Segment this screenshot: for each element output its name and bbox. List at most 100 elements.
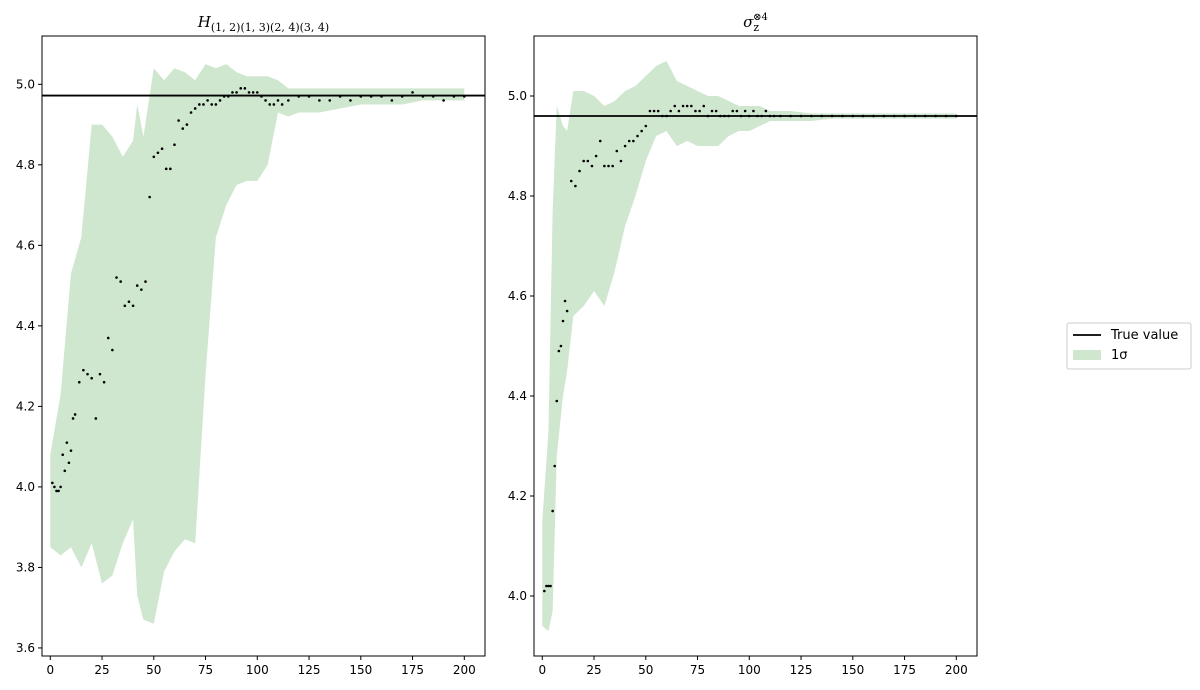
chart0-estimate-point (67, 461, 71, 465)
chart1-x-tick-label: 100 (738, 663, 761, 677)
chart0-estimate-point (452, 95, 456, 98)
chart0-x-tick-label: 0 (46, 663, 54, 677)
chart0-estimate-point (349, 99, 352, 102)
chart1-y-tick-label: 4.8 (508, 189, 527, 203)
chart0-x-tick-label: 125 (298, 663, 321, 677)
chart1-estimate-point (586, 159, 590, 163)
chart1-estimate-point (735, 109, 739, 113)
chart0-estimate-point (369, 95, 373, 98)
chart1-estimate-point (607, 164, 610, 168)
chart0-estimate-point (287, 99, 290, 102)
chart0-estimate-point (206, 99, 209, 102)
chart1-estimate-point (743, 109, 747, 113)
chart1-estimate-point (694, 109, 697, 113)
chart1-estimate-point (861, 114, 865, 118)
chart1-estimate-point (563, 299, 567, 303)
chart0-estimate-point (82, 368, 85, 372)
chart1-estimate-point (640, 129, 643, 133)
chart1-estimate-point (698, 109, 701, 113)
chart1-estimate-point (559, 344, 563, 348)
chart0-estimate-point (421, 95, 425, 98)
chart1-estimate-point (561, 319, 565, 323)
chart0-y-tick-label: 4.0 (16, 480, 35, 494)
chart1-estimate-point (582, 159, 585, 163)
chart0-estimate-point (148, 195, 151, 199)
chart0-y-tick-label: 4.2 (16, 399, 35, 413)
chart0-estimate-point (51, 481, 54, 485)
chart1-estimate-point (934, 114, 937, 118)
chart0-estimate-point (77, 380, 81, 384)
chart0-estimate-point (53, 485, 56, 489)
chart0-title: H(1, 2)(1, 3)(2, 4)(3, 4) (197, 13, 329, 34)
chart1-x-tick-label: 200 (945, 663, 968, 677)
chart1-estimate-point (578, 169, 581, 173)
chart0-estimate-point (169, 167, 172, 171)
chart0-estimate-point (57, 489, 60, 493)
chart0-estimate-point (272, 103, 276, 106)
chart0-estimate-point (119, 280, 122, 283)
chart0-estimate-point (255, 91, 259, 94)
chart0-estimate-point (181, 127, 185, 130)
chart0-y-tick-label: 3.6 (16, 641, 35, 655)
chart1-estimate-point (830, 114, 834, 118)
chart0-estimate-point (106, 336, 110, 340)
chart0-estimate-point (218, 99, 222, 102)
chart0-estimate-point (152, 155, 156, 159)
chart1-estimate-point (752, 109, 755, 113)
chart0-estimate-point (115, 276, 118, 279)
chart1-estimate-point (727, 114, 730, 118)
chart0-estimate-point (247, 91, 251, 94)
chart1-estimate-point (565, 309, 569, 313)
chart1-estimate-point (719, 114, 722, 118)
chart1-x-tick-label: 50 (638, 663, 653, 677)
chart1-estimate-point (603, 164, 606, 168)
chart1-estimate-point (549, 584, 552, 588)
chart0-estimate-point (193, 107, 197, 110)
chart1-estimate-point (574, 184, 577, 188)
chart1-estimate-point (690, 104, 693, 108)
chart1-estimate-point (747, 114, 751, 118)
chart1-estimate-point (545, 584, 548, 588)
chart0-estimate-point (235, 91, 238, 94)
chart1-estimate-point (799, 114, 803, 118)
chart0-estimate-point (63, 469, 67, 473)
chart0-estimate-point (90, 376, 93, 380)
chart0-estimate-point (189, 111, 193, 114)
chart0-estimate-point (185, 123, 189, 126)
chart0-x-tick-label: 25 (94, 663, 109, 677)
chart1-estimate-point (656, 109, 660, 113)
chart1-estimate-point (760, 114, 764, 118)
chart1-sigma-band (542, 61, 957, 631)
chart0-estimate-point (268, 103, 272, 106)
chart1-estimate-point (627, 139, 631, 143)
chart0-x-tick-label: 175 (401, 663, 424, 677)
chart0-x-tick-label: 75 (198, 663, 213, 677)
chart0-estimate-point (73, 413, 77, 416)
chart0-estimate-point (462, 95, 466, 98)
chart0-estimate-point (328, 99, 332, 102)
chart0-estimate-point (144, 280, 147, 283)
chart0-y-tick-label: 4.6 (16, 238, 35, 252)
chart0-estimate-point (94, 417, 98, 420)
chart1-estimate-point (555, 399, 559, 403)
chart0-x-tick-label: 100 (246, 663, 269, 677)
chart1-estimate-point (673, 104, 677, 108)
chart1-estimate-point (569, 179, 573, 183)
chart0-estimate-point (307, 95, 311, 98)
chart0-x-tick-label: 150 (349, 663, 372, 677)
chart0-y-tick-label: 3.8 (16, 560, 35, 574)
chart1-estimate-point (598, 139, 602, 143)
chart1-estimate-point (702, 104, 706, 108)
chart0-estimate-point (210, 103, 214, 106)
chart0-x-tick-label: 50 (146, 663, 161, 677)
chart1-estimate-point (923, 114, 927, 118)
chart1-estimate-point (851, 114, 855, 118)
chart0-estimate-point (390, 99, 394, 102)
chart0-sigma-band (50, 64, 465, 624)
chart0-estimate-point (243, 87, 247, 90)
chart1-y-tick-label: 4.6 (508, 289, 527, 303)
chart1-estimate-point (903, 114, 906, 118)
chart1-x-tick-label: 175 (893, 663, 916, 677)
chart0-y-tick-label: 4.8 (16, 158, 35, 172)
chart1-estimate-point (706, 114, 710, 118)
